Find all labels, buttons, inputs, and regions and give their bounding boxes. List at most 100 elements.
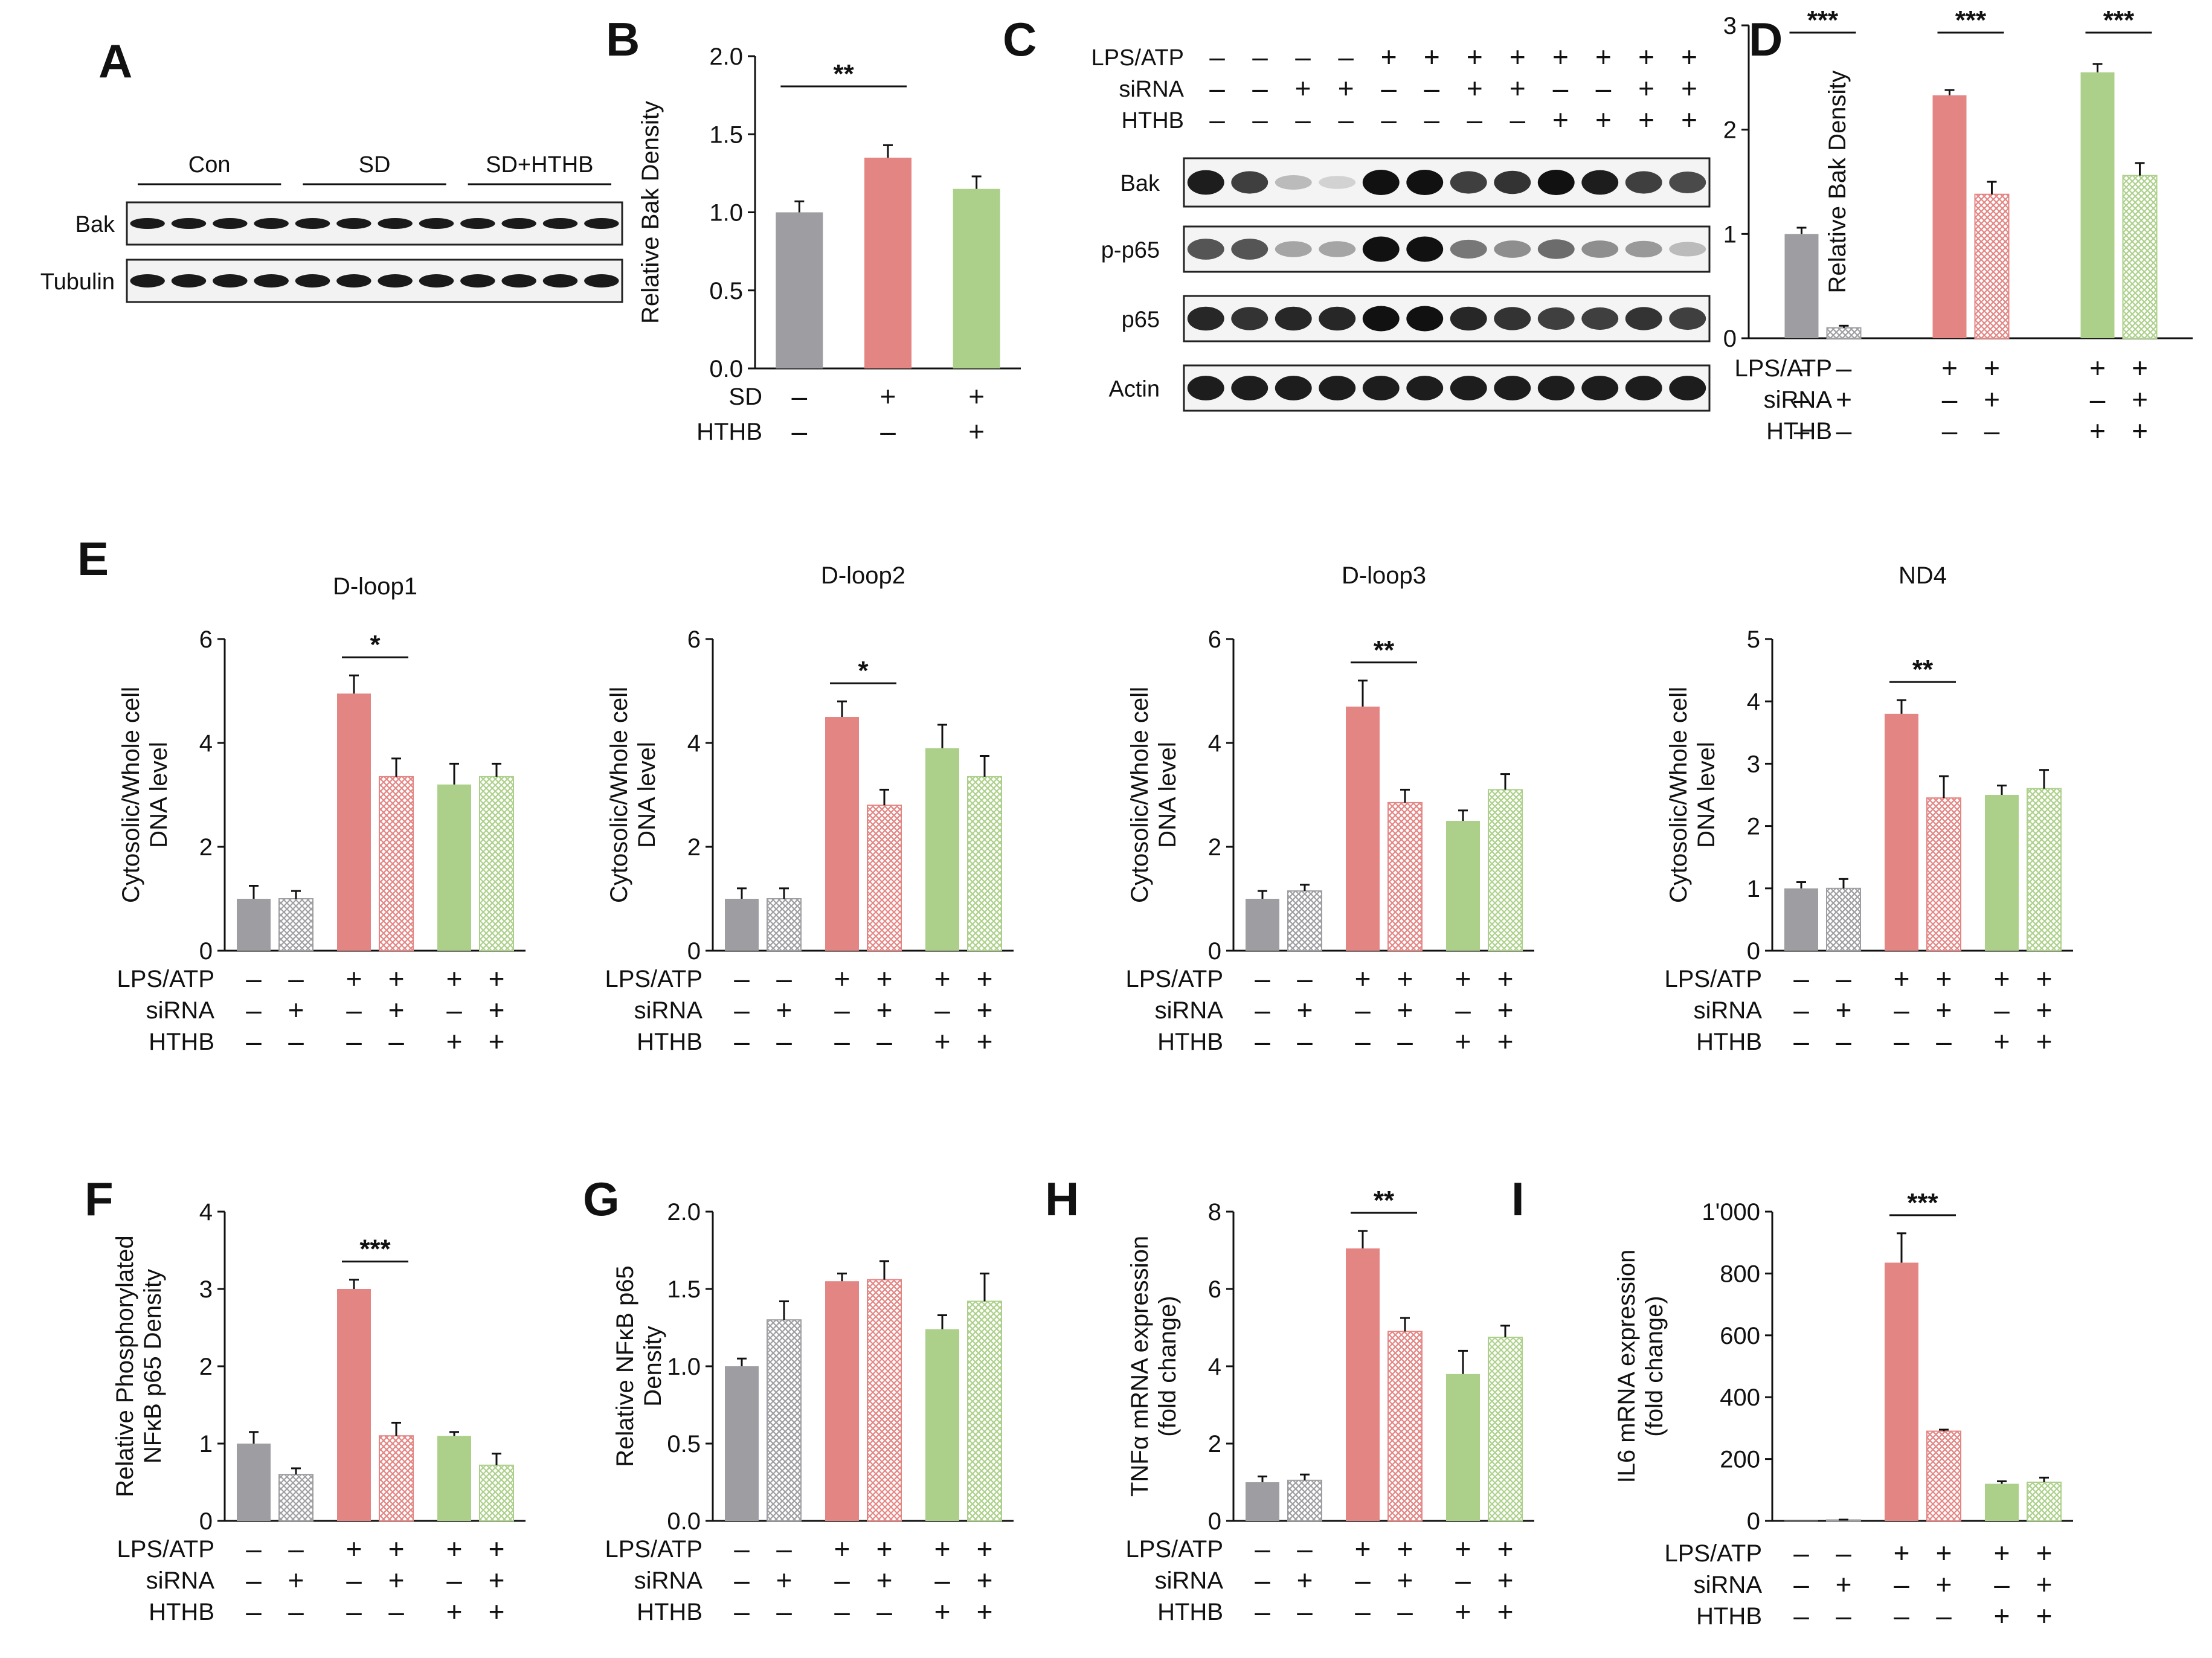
blot-a-band [130, 218, 165, 229]
condition-sign-E3: – [1355, 1026, 1371, 1057]
y-tick-label-B: 1.0 [709, 200, 743, 227]
bar-D-6 [2122, 175, 2158, 339]
bar-G-4 [867, 1279, 902, 1521]
condition-label-E4: LPS/ATP [1664, 966, 1762, 992]
blot-c-condition-sign: + [1552, 104, 1569, 135]
bar-E2-4 [867, 805, 902, 951]
condition-sign-E4: + [1836, 994, 1852, 1026]
panel-letter-e1: E [77, 532, 109, 585]
bar-E4-6 [2027, 788, 2062, 952]
chart-g: G 0.0 0.5 1.0 1.5 2.0 Relative NFκB p65Density… [583, 1172, 1014, 1627]
bar-E3-1 [1246, 899, 1279, 951]
bar-H-6 [1488, 1337, 1523, 1521]
blot-c-condition-sign: + [1509, 72, 1526, 104]
condition-sign-E1: + [489, 963, 505, 994]
condition-sign-E2: + [977, 994, 993, 1026]
condition-sign-E1: – [288, 1026, 304, 1057]
condition-sign-H: – [1255, 1564, 1270, 1596]
condition-sign-H: – [1297, 1596, 1313, 1627]
condition-sign-E3: + [1355, 963, 1371, 994]
panel-letter-i: I [1511, 1172, 1525, 1226]
condition-sign-E4: + [1936, 994, 1952, 1026]
blot-a-band [419, 218, 454, 229]
y-axis-label-line: Density [640, 1326, 666, 1406]
condition-sign-E3: + [1497, 1026, 1514, 1057]
condition-sign-E3: – [1255, 1026, 1270, 1057]
condition-sign-E2: + [834, 963, 850, 994]
y-tick-label-I: 0 [1747, 1508, 1760, 1535]
condition-sign-E3: + [1497, 994, 1514, 1026]
chart-i: I 0 200 400 600 800 1'000 IL6 mRNA expression(f… [1511, 1172, 2073, 1631]
condition-sign-E2: – [834, 994, 850, 1026]
condition-label-H: siRNA [1155, 1567, 1224, 1594]
condition-sign-E1: – [246, 963, 262, 994]
blot-a-band [295, 218, 330, 229]
condition-sign-E2: – [734, 963, 750, 994]
condition-sign-G: + [977, 1596, 993, 1627]
condition-sign-F: – [346, 1564, 362, 1596]
y-tick-label-H: 8 [1208, 1199, 1221, 1226]
blot-c-row-label: Bak [1120, 171, 1160, 196]
bar-I-4 [1926, 1430, 1961, 1522]
condition-sign-E3: + [1397, 994, 1413, 1026]
blot-a-row-label: Bak [76, 212, 115, 237]
y-tick-label-B: 0.0 [709, 356, 743, 382]
blot-c-band [1537, 239, 1575, 259]
condition-sign-H: + [1455, 1533, 1471, 1564]
condition-sign-I: + [2036, 1537, 2053, 1569]
condition-sign-F: + [489, 1596, 505, 1627]
y-tick-label-E1: 6 [199, 626, 213, 653]
blot-a-band [213, 218, 248, 229]
y-tick-label-E4: 2 [1747, 814, 1760, 840]
blot-c-band [1231, 171, 1268, 194]
condition-label-F: HTHB [149, 1599, 214, 1625]
condition-label-E4: HTHB [1696, 1029, 1762, 1055]
y-tick-label-E1: 2 [199, 834, 213, 861]
y-axis-label-line: DNA level [634, 742, 660, 848]
y-tick-label-I: 800 [1720, 1261, 1760, 1287]
condition-label-E1: LPS/ATP [117, 966, 214, 992]
bar-H-1 [1246, 1482, 1279, 1521]
panel-letter-a: A [98, 34, 132, 88]
blot-c-band [1494, 376, 1531, 400]
bar-E2-3 [825, 717, 859, 951]
blot-c-band [1362, 376, 1400, 400]
blot-c-condition-sign: – [1467, 104, 1483, 135]
condition-label-D: LPS/ATP [1734, 355, 1832, 382]
condition-sign-B: – [792, 381, 808, 412]
condition-sign-I: – [1836, 1600, 1851, 1631]
blot-c-band [1362, 236, 1400, 262]
blot-c-band [1669, 242, 1706, 257]
blot-c-condition-sign: + [1295, 72, 1311, 104]
blot-a-group-label: SD [359, 152, 391, 178]
condition-label-D: siRNA [1764, 387, 1833, 413]
condition-sign-H: – [1355, 1596, 1371, 1627]
blot-a-band [336, 218, 371, 229]
blot-c-condition-sign: + [1338, 72, 1354, 104]
condition-sign-E1: – [246, 994, 262, 1026]
condition-sign-E1: + [489, 994, 505, 1026]
bar-E1-2 [278, 898, 313, 951]
bar-F-5 [437, 1436, 471, 1521]
y-tick-label-D: 2 [1723, 117, 1737, 144]
bar-D-5 [2080, 72, 2115, 338]
significance-stars-D: *** [2103, 5, 2135, 35]
condition-sign-E4: + [2036, 1026, 2053, 1057]
blot-a-band [542, 218, 578, 229]
bar-I-5 [1985, 1483, 2019, 1521]
significance-stars-H: ** [1374, 1186, 1395, 1215]
blot-c-band [1450, 171, 1487, 194]
blot-c-band [1187, 306, 1224, 331]
condition-sign-D: – [1794, 415, 1810, 446]
bar-G-1 [725, 1366, 759, 1521]
condition-label-E3: LPS/ATP [1125, 966, 1223, 992]
condition-sign-E4: + [1894, 963, 1910, 994]
bar-E4-2 [1826, 887, 1861, 952]
blot-c-condition-sign: + [1467, 72, 1483, 104]
condition-sign-F: + [288, 1564, 304, 1596]
y-tick-label-F: 4 [199, 1199, 213, 1226]
condition-sign-F: – [246, 1596, 262, 1627]
condition-sign-G: – [834, 1564, 850, 1596]
y-tick-label-E2: 6 [687, 626, 701, 653]
blot-c-condition-sign: – [1295, 41, 1311, 72]
